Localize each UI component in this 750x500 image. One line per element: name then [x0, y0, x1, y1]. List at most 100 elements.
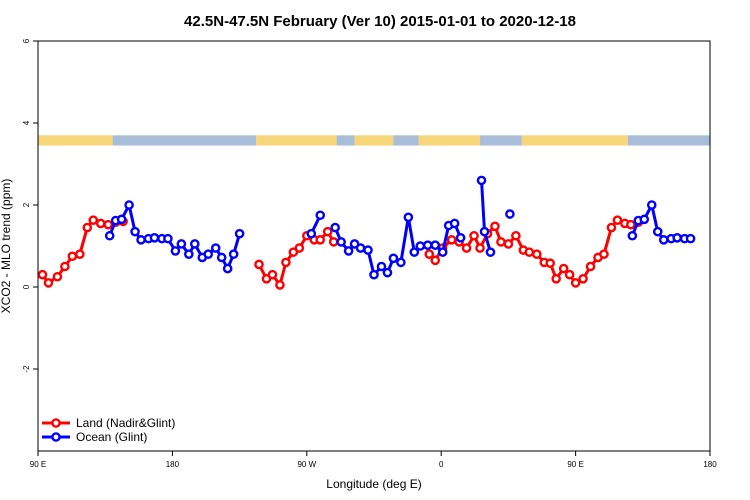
y-tick-label: 0 [22, 284, 31, 289]
data-point [234, 228, 245, 239]
data-point [336, 237, 346, 247]
data-point [430, 255, 441, 266]
strip-ocean-segment [112, 135, 257, 146]
data-point [75, 249, 85, 259]
data-point [570, 278, 581, 288]
chart-title: 42.5N-47.5N February (Ver 10) 2015-01-01… [184, 13, 576, 30]
data-point [672, 232, 682, 243]
data-point [424, 249, 435, 259]
data-point [37, 269, 48, 280]
strip-land-segment [354, 135, 394, 146]
data-point [437, 247, 448, 257]
legend-label: Land (Nadir&Glint) [76, 416, 175, 430]
data-point [203, 249, 214, 259]
strip-land-segment [38, 135, 113, 146]
series-ocean-glint [104, 175, 696, 280]
legend: Land (Nadir&Glint)Ocean (Glint) [42, 416, 175, 444]
data-point [446, 235, 457, 245]
data-point [116, 214, 127, 225]
x-tick-label: 0 [439, 460, 444, 469]
data-point [475, 243, 485, 253]
data-point [545, 258, 556, 269]
legend-item-ocean-glint: Ocean (Glint) [42, 430, 147, 444]
legend-marker [51, 418, 61, 428]
data-point [170, 246, 181, 256]
data-point [315, 210, 326, 221]
x-axis: 90 E 180 90 W 0 90 E 180 [30, 451, 717, 469]
data-point [461, 243, 472, 253]
y-tick-label: 6 [22, 38, 31, 43]
data-point [330, 222, 340, 233]
data-point [524, 247, 535, 257]
data-point [82, 222, 93, 233]
data-point [267, 269, 278, 280]
data-point [469, 230, 479, 241]
data-point [130, 226, 140, 237]
data-point [578, 273, 588, 284]
land-ocean-strip [38, 135, 710, 146]
y-tick-label: -2 [22, 365, 31, 373]
data-point [612, 215, 623, 225]
data-point [585, 261, 596, 272]
strip-ocean-segment [627, 135, 710, 146]
data-point [369, 269, 379, 280]
data-point [455, 232, 466, 243]
strip-ocean-segment [336, 135, 355, 146]
data-point [60, 261, 70, 272]
data-point [43, 278, 54, 288]
data-point [355, 243, 366, 253]
data-point [376, 261, 387, 272]
data-point [564, 269, 575, 280]
data-point [476, 175, 487, 186]
data-point [511, 230, 521, 241]
data-point [639, 214, 650, 225]
data-point [189, 239, 200, 249]
data-point [599, 249, 609, 259]
data-point [627, 230, 638, 241]
data-point [490, 221, 500, 232]
legend-label: Ocean (Glint) [76, 430, 147, 444]
data-point [104, 230, 115, 241]
data-point [382, 267, 393, 278]
data-point [281, 257, 291, 268]
data-point [505, 209, 515, 219]
data-point [149, 232, 160, 243]
data-point [124, 200, 134, 210]
data-point [388, 253, 399, 264]
legend-marker [51, 432, 61, 442]
data-point [409, 247, 420, 257]
data-point [685, 233, 696, 244]
y-axis: -2 0 2 4 6 [22, 38, 38, 373]
data-point [415, 241, 426, 251]
data-point [328, 237, 339, 247]
x-tick-label: 90 E [567, 460, 583, 469]
data-point [652, 226, 663, 237]
data-point [67, 251, 78, 262]
data-point [184, 249, 194, 259]
data-point [531, 249, 542, 259]
data-point [422, 240, 433, 250]
data-point [496, 237, 506, 247]
data-point [95, 218, 106, 229]
x-axis-label: Longitude (deg E) [326, 477, 421, 491]
series-land-nadir-glint [37, 215, 644, 290]
strip-land-segment [256, 135, 337, 146]
data-point [558, 263, 569, 274]
data-point [658, 235, 669, 245]
legend-item-land-nadir-glint: Land (Nadir&Glint) [42, 416, 175, 430]
data-point [103, 219, 113, 230]
strip-land-segment [521, 135, 628, 146]
data-point [275, 280, 285, 290]
x-tick-label: 180 [703, 460, 717, 469]
strip-land-segment [418, 135, 481, 146]
y-tick-label: 2 [22, 202, 31, 207]
y-tick-label: 4 [22, 120, 31, 125]
x-tick-label: 90 W [297, 460, 316, 469]
data-point [222, 263, 233, 274]
data-point [626, 219, 636, 230]
strip-ocean-segment [480, 135, 522, 146]
data-point [306, 228, 317, 239]
data-point [294, 243, 305, 253]
data-point [88, 215, 99, 225]
